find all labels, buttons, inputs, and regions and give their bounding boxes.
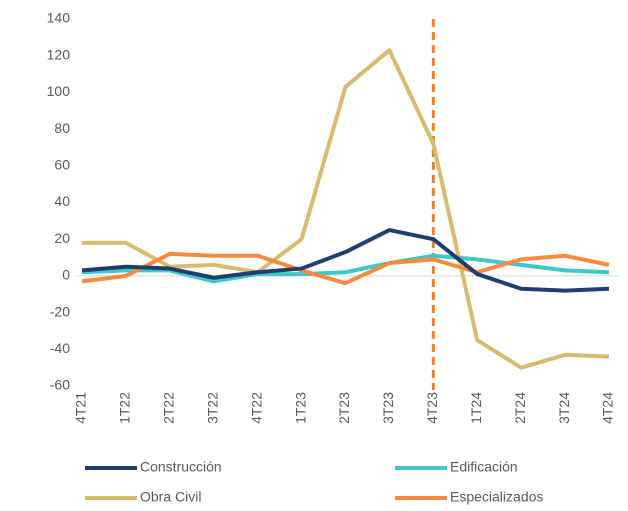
x-tick-label: 4T23 xyxy=(424,392,440,424)
legend-label: Edificación xyxy=(450,459,518,475)
y-tick-label: -20 xyxy=(50,303,70,319)
x-tick-label: 2T22 xyxy=(161,392,177,424)
x-tick-label: 1T22 xyxy=(117,392,133,424)
y-tick-label: 100 xyxy=(47,83,71,99)
y-tick-label: 40 xyxy=(54,193,70,209)
y-tick-label: -40 xyxy=(50,340,70,356)
x-tick-label: 2T24 xyxy=(512,392,528,424)
x-tick-label: 3T24 xyxy=(556,392,572,424)
x-tick-label: 2T23 xyxy=(336,392,352,424)
y-tick-label: 0 xyxy=(62,267,70,283)
series-line xyxy=(82,48,610,370)
y-tick-label: 120 xyxy=(47,46,71,62)
x-tick-label: 3T23 xyxy=(380,392,396,424)
y-tick-label: 60 xyxy=(54,157,70,173)
y-tick-label: 140 xyxy=(47,10,71,26)
series-line xyxy=(81,228,610,293)
legend-label: Construcción xyxy=(140,459,222,475)
x-tick-label: 3T22 xyxy=(204,392,220,424)
y-tick-label: 80 xyxy=(54,120,70,136)
legend-label: Obra Civil xyxy=(140,489,201,505)
y-tick-label: -60 xyxy=(50,377,70,393)
y-tick-label: 20 xyxy=(54,230,70,246)
x-tick-label: 4T21 xyxy=(73,392,89,424)
x-tick-label: 1T24 xyxy=(468,392,484,424)
x-tick-label: 4T22 xyxy=(248,392,264,424)
x-tick-label: 1T23 xyxy=(292,392,308,424)
series-line xyxy=(81,251,610,286)
legend-label: Especializados xyxy=(450,489,543,505)
x-tick-label: 4T24 xyxy=(600,392,616,424)
